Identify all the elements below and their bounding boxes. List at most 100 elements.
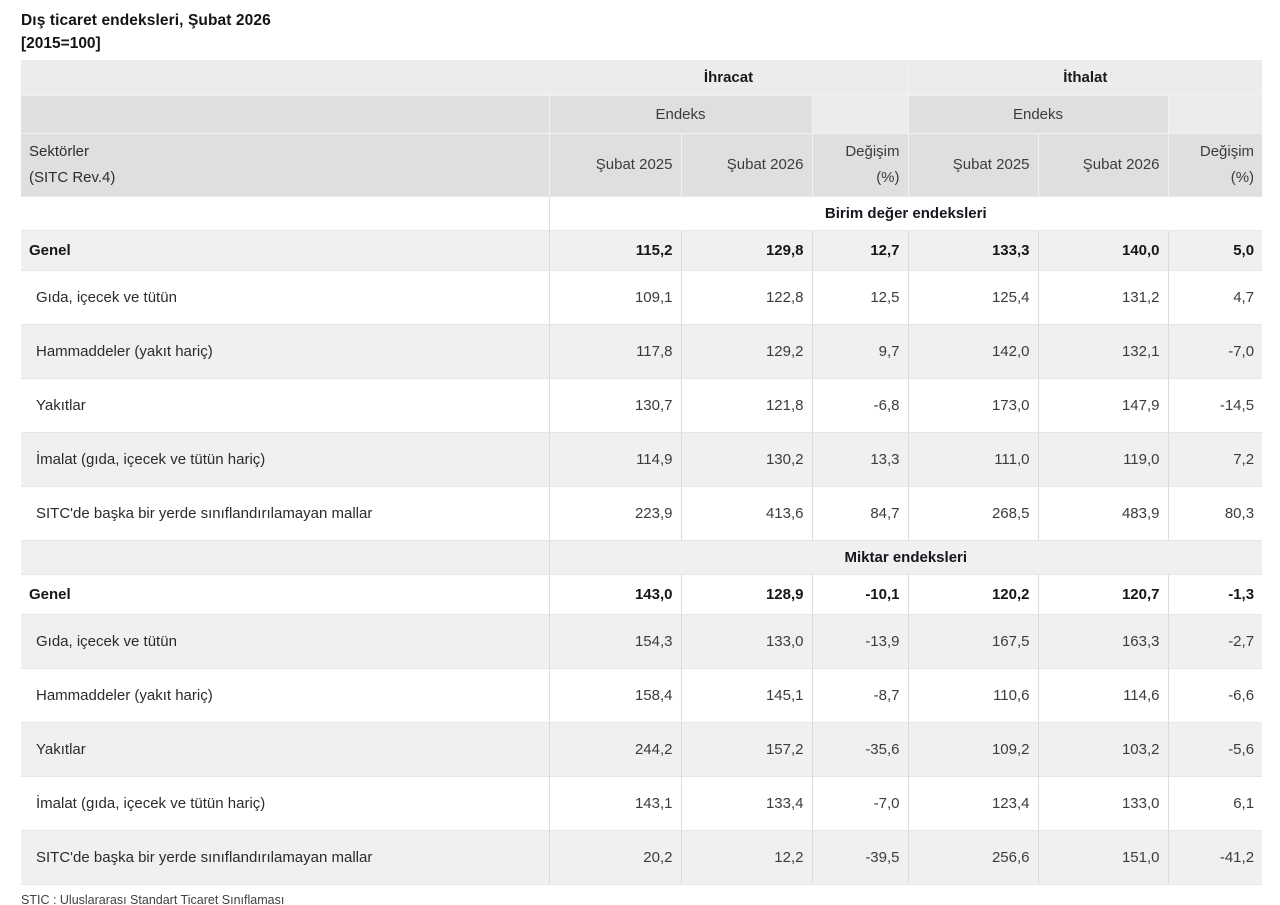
value-cell: 80,3 (1167, 486, 1263, 541)
value-cell: -8,7 (811, 668, 909, 723)
table-row: Genel 115,2 129,8 12,7 133,3 140,0 5,0 (21, 230, 1263, 271)
col-group-ithalat: İthalat (907, 60, 1263, 96)
table-row: Hammaddeler (yakıt hariç) 158,4 145,1 -8,7 1… (21, 668, 1263, 723)
row-label: Yakıtlar (21, 378, 549, 433)
row-label: Gıda, içecek ve tütün (21, 270, 549, 325)
value-cell: 110,6 (907, 668, 1039, 723)
value-cell: 109,1 (548, 270, 681, 325)
index-header-row: Endeks Endeks (21, 95, 1263, 134)
value-cell: 158,4 (548, 668, 681, 723)
row-label: SITC'de başka bir yerde sınıflandırılama… (21, 486, 549, 541)
row-label: İmalat (gıda, içecek ve tütün hariç) (21, 776, 549, 831)
sectors-header-cell: Sektörler (SITC Rev.4) (21, 133, 549, 197)
value-cell: -13,9 (811, 614, 909, 669)
value-cell: 103,2 (1037, 722, 1169, 777)
value-cell: 115,2 (548, 230, 681, 271)
value-cell: 120,2 (907, 574, 1039, 615)
value-cell: 413,6 (680, 486, 812, 541)
footnote: STIC : Uluslararası Standart Ticaret Sın… (21, 893, 285, 905)
value-cell: -10,1 (811, 574, 909, 615)
value-cell: 13,3 (811, 432, 909, 487)
value-cell: 151,0 (1037, 830, 1169, 885)
table-body: Birim değer endeksleri Genel 115,2 129,8 12,… (21, 196, 1263, 885)
value-cell: 132,1 (1037, 324, 1169, 379)
value-cell: 167,5 (907, 614, 1039, 669)
value-cell: 143,0 (548, 574, 681, 615)
period-header-export-2026: Şubat 2026 (680, 133, 812, 197)
change-header-import: Değişim (%) (1167, 133, 1263, 197)
change-spacer-cell (811, 95, 909, 134)
value-cell: 130,7 (548, 378, 681, 433)
value-cell: 133,3 (907, 230, 1039, 271)
row-label: İmalat (gıda, içecek ve tütün hariç) (21, 432, 549, 487)
table-row: Gıda, içecek ve tütün 109,1 122,8 12,5 125,4… (21, 270, 1263, 325)
value-cell: 129,2 (680, 324, 812, 379)
sectors-header-line2: (SITC Rev.4) (29, 169, 116, 186)
value-cell: 133,4 (680, 776, 812, 831)
table-row: Genel 143,0 128,9 -10,1 120,2 120,7 -1,3 (21, 574, 1263, 615)
row-label: Genel (21, 230, 549, 271)
change-spacer-cell (1167, 95, 1263, 134)
value-cell: 173,0 (907, 378, 1039, 433)
table-row: İmalat (gıda, içecek ve tütün hariç) 114,… (21, 432, 1263, 487)
table-row: İmalat (gıda, içecek ve tütün hariç) 143,… (21, 776, 1263, 831)
value-cell: 9,7 (811, 324, 909, 379)
value-cell: 163,3 (1037, 614, 1169, 669)
corner-spacer-cell (21, 60, 549, 96)
value-cell: 268,5 (907, 486, 1039, 541)
value-cell: 128,9 (680, 574, 812, 615)
value-cell: 4,7 (1167, 270, 1263, 325)
section-header-row: Miktar endeksleri (21, 540, 1263, 575)
value-cell: 84,7 (811, 486, 909, 541)
sectors-header-line1: Sektörler (29, 143, 90, 160)
table-row: Hammaddeler (yakıt hariç) 117,8 129,2 9,7 14… (21, 324, 1263, 379)
change-header-line2: (%) (876, 169, 900, 186)
row-label: Gıda, içecek ve tütün (21, 614, 549, 669)
value-cell: 6,1 (1167, 776, 1263, 831)
value-cell: 109,2 (907, 722, 1039, 777)
value-cell: -41,2 (1167, 830, 1263, 885)
value-cell: -6,6 (1167, 668, 1263, 723)
section-title: Miktar endeksleri (548, 540, 1263, 575)
value-cell: -2,7 (1167, 614, 1263, 669)
value-cell: 20,2 (548, 830, 681, 885)
trade-index-table: İhracat İthalat Endeks Endeks Sektörler … (21, 60, 1263, 885)
value-cell: 12,7 (811, 230, 909, 271)
row-label: Hammaddeler (yakıt hariç) (21, 324, 549, 379)
row-header-spacer-cell (21, 95, 549, 134)
period-header-row: Sektörler (SITC Rev.4) Şubat 2025 Şubat … (21, 133, 1263, 197)
value-cell: 154,3 (548, 614, 681, 669)
table-row: SITC'de başka bir yerde sınıflandırılama… (21, 830, 1263, 885)
value-cell: 129,8 (680, 230, 812, 271)
period-header-export-2025: Şubat 2025 (548, 133, 681, 197)
row-label: Yakıtlar (21, 722, 549, 777)
table-row: Yakıtlar 130,7 121,8 -6,8 173,0 147,9 -14,5 (21, 378, 1263, 433)
page-title: Dış ticaret endeksleri, Şubat 2026 (21, 12, 271, 29)
value-cell: 117,8 (548, 324, 681, 379)
value-cell: -14,5 (1167, 378, 1263, 433)
value-cell: 7,2 (1167, 432, 1263, 487)
value-cell: 147,9 (1037, 378, 1169, 433)
row-label: SITC'de başka bir yerde sınıflandırılama… (21, 830, 549, 885)
value-cell: 123,4 (907, 776, 1039, 831)
section-left-spacer (21, 196, 549, 231)
value-cell: 223,9 (548, 486, 681, 541)
change-header-line1: Değişim (1199, 143, 1255, 160)
section-left-spacer (21, 540, 549, 575)
value-cell: 5,0 (1167, 230, 1263, 271)
value-cell: 120,7 (1037, 574, 1169, 615)
value-cell: 114,6 (1037, 668, 1169, 723)
col-group-ihracat: İhracat (548, 60, 909, 96)
value-cell: 133,0 (680, 614, 812, 669)
value-cell: 142,0 (907, 324, 1039, 379)
value-cell: -1,3 (1167, 574, 1263, 615)
value-cell: 121,8 (680, 378, 812, 433)
table-header: İhracat İthalat Endeks Endeks Sektörler … (21, 60, 1263, 197)
value-cell: 143,1 (548, 776, 681, 831)
group-header-row: İhracat İthalat (21, 60, 1263, 96)
table-row: Yakıtlar 244,2 157,2 -35,6 109,2 103,2 -5,6 (21, 722, 1263, 777)
value-cell: 12,5 (811, 270, 909, 325)
row-label: Genel (21, 574, 549, 615)
value-cell: 122,8 (680, 270, 812, 325)
